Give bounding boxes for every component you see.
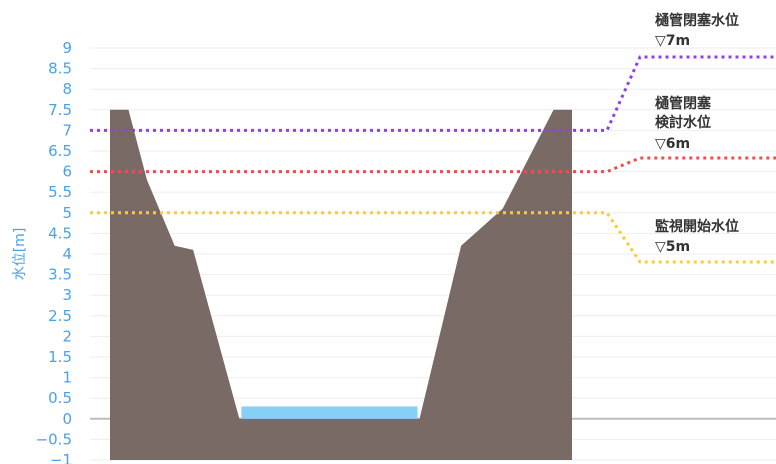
y-tick-label: 1.5	[48, 348, 72, 366]
y-tick-labels: 9 8.5 8 7.5 7 6.5 6 5.5 5 4.5 4 3.5 3 2.5 2 1.5 1 0.5 0 −0.…	[36, 39, 72, 464]
y-tick-label: 5	[62, 204, 72, 222]
threshold-label-monitoring: 監視開始水位	[655, 218, 739, 235]
threshold-value-closure: ▽7m	[655, 33, 690, 49]
y-tick-label: 7	[62, 121, 72, 139]
y-tick-label: 4	[62, 245, 72, 263]
y-tick-label: 8.5	[48, 60, 72, 78]
y-tick-label: 1	[62, 369, 72, 387]
y-tick-label: 2	[62, 327, 72, 345]
threshold-line	[90, 156, 776, 174]
y-tick-label: 2.5	[48, 307, 72, 325]
y-tick-label: 5.5	[48, 183, 72, 201]
threshold-label-closure: 樋管閉塞水位	[655, 12, 739, 29]
threshold-line	[90, 211, 776, 264]
threshold-value-monitoring: ▽5m	[655, 239, 690, 255]
riverbank-profile	[110, 109, 572, 461]
y-tick-label: 3	[62, 286, 72, 304]
threshold-line	[90, 55, 776, 132]
threshold-value-review: ▽6m	[655, 136, 690, 152]
y-tick-label: 9	[62, 39, 72, 57]
y-tick-label: 6.5	[48, 142, 72, 160]
y-tick-label: 6	[62, 163, 72, 181]
y-tick-label: 4.5	[48, 224, 72, 242]
water-surface	[241, 406, 418, 419]
water-body	[241, 406, 418, 419]
y-tick-label: 7.5	[48, 101, 72, 119]
riverbank-shape	[110, 109, 572, 461]
threshold-lines	[90, 55, 776, 264]
y-tick-label: 0.5	[48, 389, 72, 407]
threshold-label-review-line2: 検討水位	[655, 114, 711, 131]
threshold-label-review-line1: 樋管閉塞	[655, 95, 712, 112]
y-tick-label: 0	[62, 410, 72, 428]
y-axis-label: 水位[m]	[12, 228, 28, 281]
y-tick-label: −0.5	[36, 430, 72, 448]
y-tick-label: 8	[62, 80, 72, 98]
y-tick-label: 3.5	[48, 266, 72, 284]
y-tick-label: −1	[50, 451, 72, 464]
